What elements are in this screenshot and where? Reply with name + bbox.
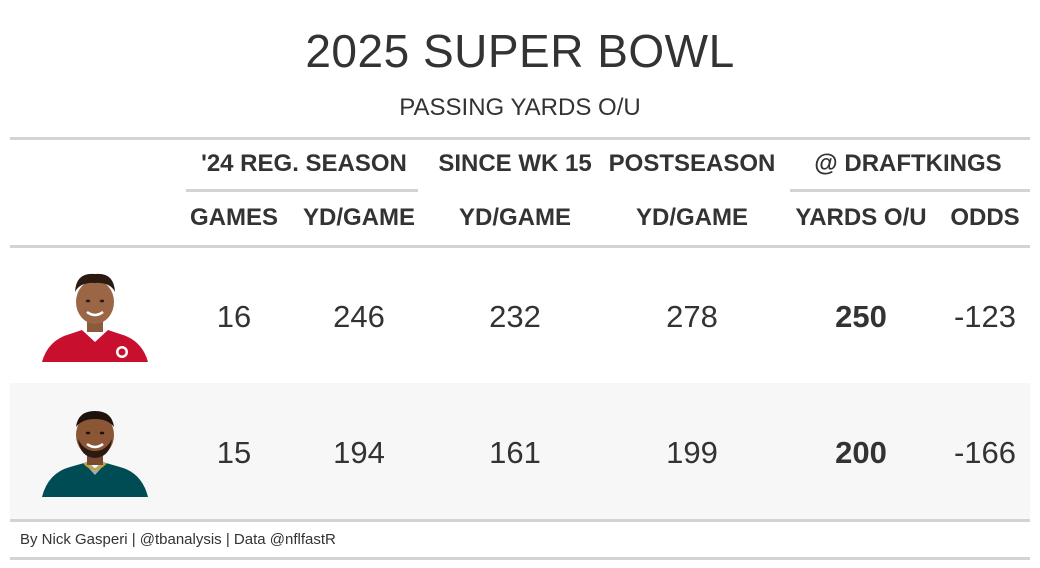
footer-bottom-rule xyxy=(10,557,1030,560)
col-header-yards-ou: YARDS O/U xyxy=(795,204,927,231)
spanner-draftkings: @ DRAFTKINGS xyxy=(814,150,1002,177)
table-top-rule xyxy=(10,137,1030,140)
chiefs-player-headshot xyxy=(40,270,150,365)
row2-wk15-ydgame: 161 xyxy=(489,435,541,470)
eagles-player-headshot xyxy=(40,405,150,500)
player-headshot-icon xyxy=(42,411,148,497)
spanner-since-wk15: SINCE WK 15 xyxy=(438,150,592,177)
header-bottom-rule xyxy=(10,245,1030,248)
row1-games: 16 xyxy=(216,299,252,334)
col-header-games: GAMES xyxy=(189,204,278,231)
footer-credit: By Nick Gasperi | @tbanalysis | Data @nf… xyxy=(20,531,336,548)
table-bottom-rule xyxy=(10,519,1030,522)
spanner-draftkings-rule xyxy=(790,189,1030,192)
row2-post-ydgame: 199 xyxy=(666,435,718,470)
col-header-wk15-ydgame: YD/GAME xyxy=(458,204,571,231)
row1-yards-ou: 250 xyxy=(835,299,887,334)
table-row xyxy=(10,383,1030,519)
row2-yards-ou: 200 xyxy=(835,435,887,470)
col-header-post-ydgame: YD/GAME xyxy=(635,204,748,231)
row2-reg-ydgame: 194 xyxy=(333,435,385,470)
page-subtitle: PASSING YARDS O/U xyxy=(399,94,641,121)
spanner-reg-season: '24 REG. SEASON xyxy=(201,150,407,177)
row1-wk15-ydgame: 232 xyxy=(489,299,541,334)
player-headshot-icon xyxy=(42,273,148,362)
spanner-reg-season-rule xyxy=(186,189,418,192)
col-header-odds: ODDS xyxy=(950,204,1020,231)
row2-odds: -166 xyxy=(953,435,1017,470)
row1-post-ydgame: 278 xyxy=(666,299,718,334)
row2-games: 15 xyxy=(216,435,252,470)
table-row xyxy=(10,248,1030,382)
col-header-reg-ydgame: YD/GAME xyxy=(302,204,415,231)
row1-odds: -123 xyxy=(953,299,1017,334)
page-title: 2025 SUPER BOWL xyxy=(305,25,735,77)
spanner-postseason: POSTSEASON xyxy=(608,150,776,177)
row1-reg-ydgame: 246 xyxy=(333,299,385,334)
